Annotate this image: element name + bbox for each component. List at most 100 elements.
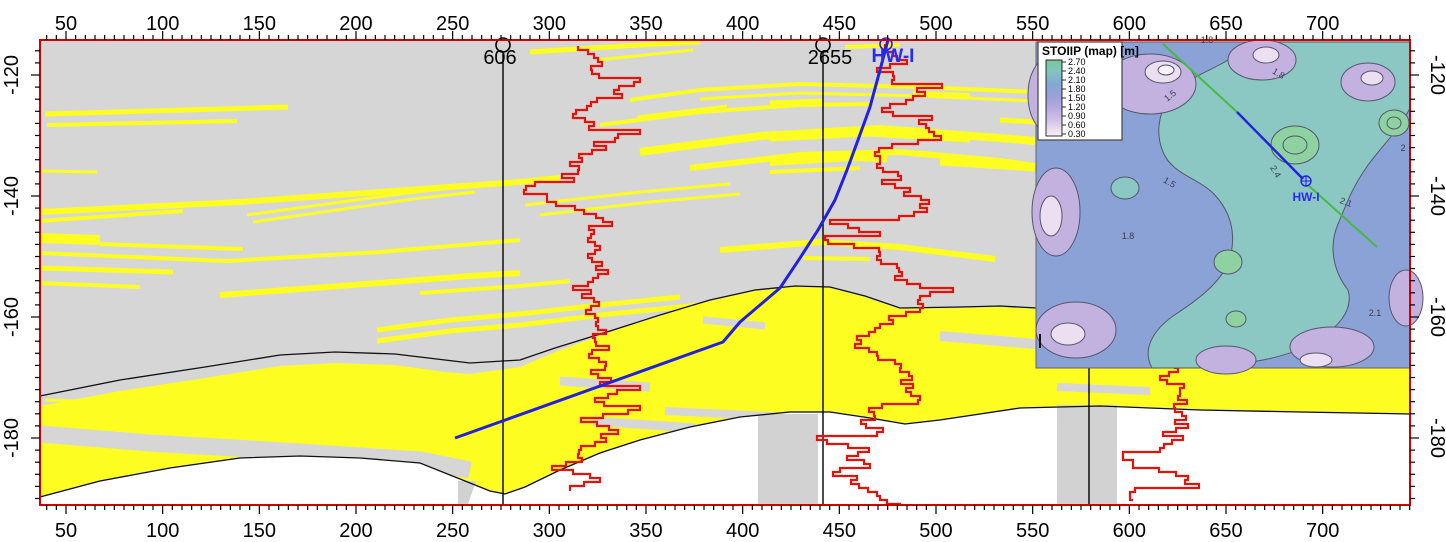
sand-stringer-8 xyxy=(99,242,244,251)
sand-stringer-1 xyxy=(46,119,238,127)
main-reservoir-body xyxy=(40,287,1410,496)
sand-stringer-18 xyxy=(844,43,901,49)
well-labels: 606 2655 HW-I xyxy=(483,46,914,69)
horizon-top xyxy=(39,285,1038,397)
sand-stringer-10 xyxy=(39,265,174,275)
no-data-column-0 xyxy=(758,414,818,504)
sand-stringer-5 xyxy=(246,184,471,217)
sand-stringer-19 xyxy=(629,81,1036,102)
legend-value-6: 0.90 xyxy=(1068,111,1086,121)
well-label-hw-i[interactable]: HW-I xyxy=(872,46,915,67)
y-axis-label-left--180: -180 xyxy=(1,418,23,458)
shale-lens-1 xyxy=(592,416,696,433)
well-label-2655[interactable]: 2655 xyxy=(808,47,853,69)
sand-stringer-21 xyxy=(599,102,871,127)
gray-wedge xyxy=(458,481,476,504)
x-axis-label-bottom-300: 300 xyxy=(533,520,566,542)
map-contour-blob-pale-16 xyxy=(1299,352,1333,368)
sand-stringer-6 xyxy=(252,190,476,224)
x-axis-label-top-350: 350 xyxy=(629,13,662,35)
sand-stringer-13 xyxy=(419,279,571,295)
x-axis-label-top-450: 450 xyxy=(823,13,856,35)
x-axis-label-bottom-450: 450 xyxy=(823,520,856,542)
x-axis-label-bottom-250: 250 xyxy=(436,520,469,542)
shale-lens-6 xyxy=(39,425,472,479)
map-contour-blob-lav-14 xyxy=(1388,269,1424,327)
y-axis-label-right--120: -120 xyxy=(1426,55,1446,95)
legend-title: STOIIP (map) [m] xyxy=(1042,44,1139,58)
sand-stringer-22 xyxy=(639,124,1036,156)
contour-label-7: 2 xyxy=(1400,143,1405,153)
sand-stringer-2 xyxy=(39,169,98,174)
y-axis-label-right--160: -160 xyxy=(1426,297,1446,337)
legend-value-2: 2.10 xyxy=(1068,75,1086,85)
x-axis-label-top-100: 100 xyxy=(146,13,179,35)
sand-stringer-30 xyxy=(769,152,888,166)
x-axis-label-bottom-100: 100 xyxy=(146,520,179,542)
map-contour-blob-green-22 xyxy=(1225,310,1247,328)
x-axis-label-top-650: 650 xyxy=(1209,13,1242,35)
map-trajectory-green-2 xyxy=(1308,185,1378,248)
map-contour-blob-cont-20 xyxy=(1386,116,1402,130)
legend-value-8: 0.30 xyxy=(1068,129,1086,139)
x-axis-label-top-600: 600 xyxy=(1113,13,1146,35)
x-axis-label-bottom-600: 600 xyxy=(1113,520,1146,542)
sand-stringer-9 xyxy=(39,238,521,264)
gamma-log-606 xyxy=(522,46,642,492)
sand-stringer-20 xyxy=(699,91,1036,103)
map-contour-blob-cont-18 xyxy=(1282,135,1308,155)
x-axis-label-top-200: 200 xyxy=(339,13,372,35)
sand-stringer-11 xyxy=(219,270,521,298)
map-contour-blob-pale-12 xyxy=(1050,322,1086,346)
map-contour-blob-pale-5 xyxy=(1252,46,1280,64)
x-axis-label-top-150: 150 xyxy=(243,13,276,35)
x-axis-label-top-250: 250 xyxy=(436,13,469,35)
sand-stringer-4 xyxy=(39,209,184,223)
map-contour-blob-lav-13 xyxy=(1195,345,1257,375)
derrick-symbol-2655 xyxy=(815,37,831,53)
map-trajectory-blue xyxy=(1236,111,1304,180)
hw-i-wellpath[interactable] xyxy=(454,39,890,440)
x-axis-label-top-550: 550 xyxy=(1016,13,1049,35)
well-label-606[interactable]: 606 xyxy=(483,47,516,69)
map-contour-blob-green-21 xyxy=(1213,249,1243,275)
x-axis-label-bottom-400: 400 xyxy=(726,520,759,542)
y-axis-label-right--140: -140 xyxy=(1426,176,1446,216)
sand-stringer-26 xyxy=(636,104,728,119)
sand-stringer-17 xyxy=(596,48,694,62)
map-contour-blob-pale-7 xyxy=(1360,70,1384,86)
x-axis-label-top-50: 50 xyxy=(55,13,77,35)
x-axis-label-bottom-550: 550 xyxy=(1016,520,1049,542)
map-legend: STOIIP (map) [m] 2.702.402.101.801.501.2… xyxy=(1037,41,1139,141)
legend-value-7: 0.60 xyxy=(1068,120,1086,130)
legend-value-5: 1.20 xyxy=(1068,102,1086,112)
sand-stringer-23 xyxy=(689,148,1036,171)
legend-color-bar xyxy=(1045,59,1063,137)
x-axis-label-bottom-200: 200 xyxy=(339,520,372,542)
map-contour-blob-pale-10 xyxy=(1039,195,1063,237)
sand-stringer-32 xyxy=(719,238,996,262)
contour-label-8: 2.1 xyxy=(1369,308,1382,318)
x-axis-label-bottom-500: 500 xyxy=(919,520,952,542)
sand-stringer-34 xyxy=(939,158,1036,172)
plot-border xyxy=(39,39,1411,506)
map-contour-blob-white-3 xyxy=(1157,64,1175,76)
plot-frame: 50 50 100 100 150 150 200 200 250 250 300 300 350 350… xyxy=(1,13,1446,542)
sand-stringer-12 xyxy=(39,281,141,289)
sand-stringer-3 xyxy=(39,175,561,215)
y-axis-label-right--180: -180 xyxy=(1426,418,1446,458)
x-axis-label-bottom-650: 650 xyxy=(1209,520,1242,542)
sand-stringer-7 xyxy=(39,233,101,245)
legend-value-3: 1.80 xyxy=(1068,84,1086,94)
shale-lens-3 xyxy=(702,316,766,330)
x-axis-label-bottom-50: 50 xyxy=(55,520,77,542)
x-axis-label-bottom-700: 700 xyxy=(1306,520,1339,542)
shale-lens-5 xyxy=(1056,383,1151,395)
gamma-log-2655 xyxy=(815,44,955,506)
map-contour-blob-green-17 xyxy=(1270,125,1320,165)
x-axis-label-bottom-150: 150 xyxy=(243,520,276,542)
sand-stringer-24 xyxy=(524,182,731,207)
y-axis-label-left--160: -160 xyxy=(1,297,23,337)
inset-map[interactable]: 1.81.51.51.81.82.42.122.1HW-I xyxy=(1027,35,1424,375)
